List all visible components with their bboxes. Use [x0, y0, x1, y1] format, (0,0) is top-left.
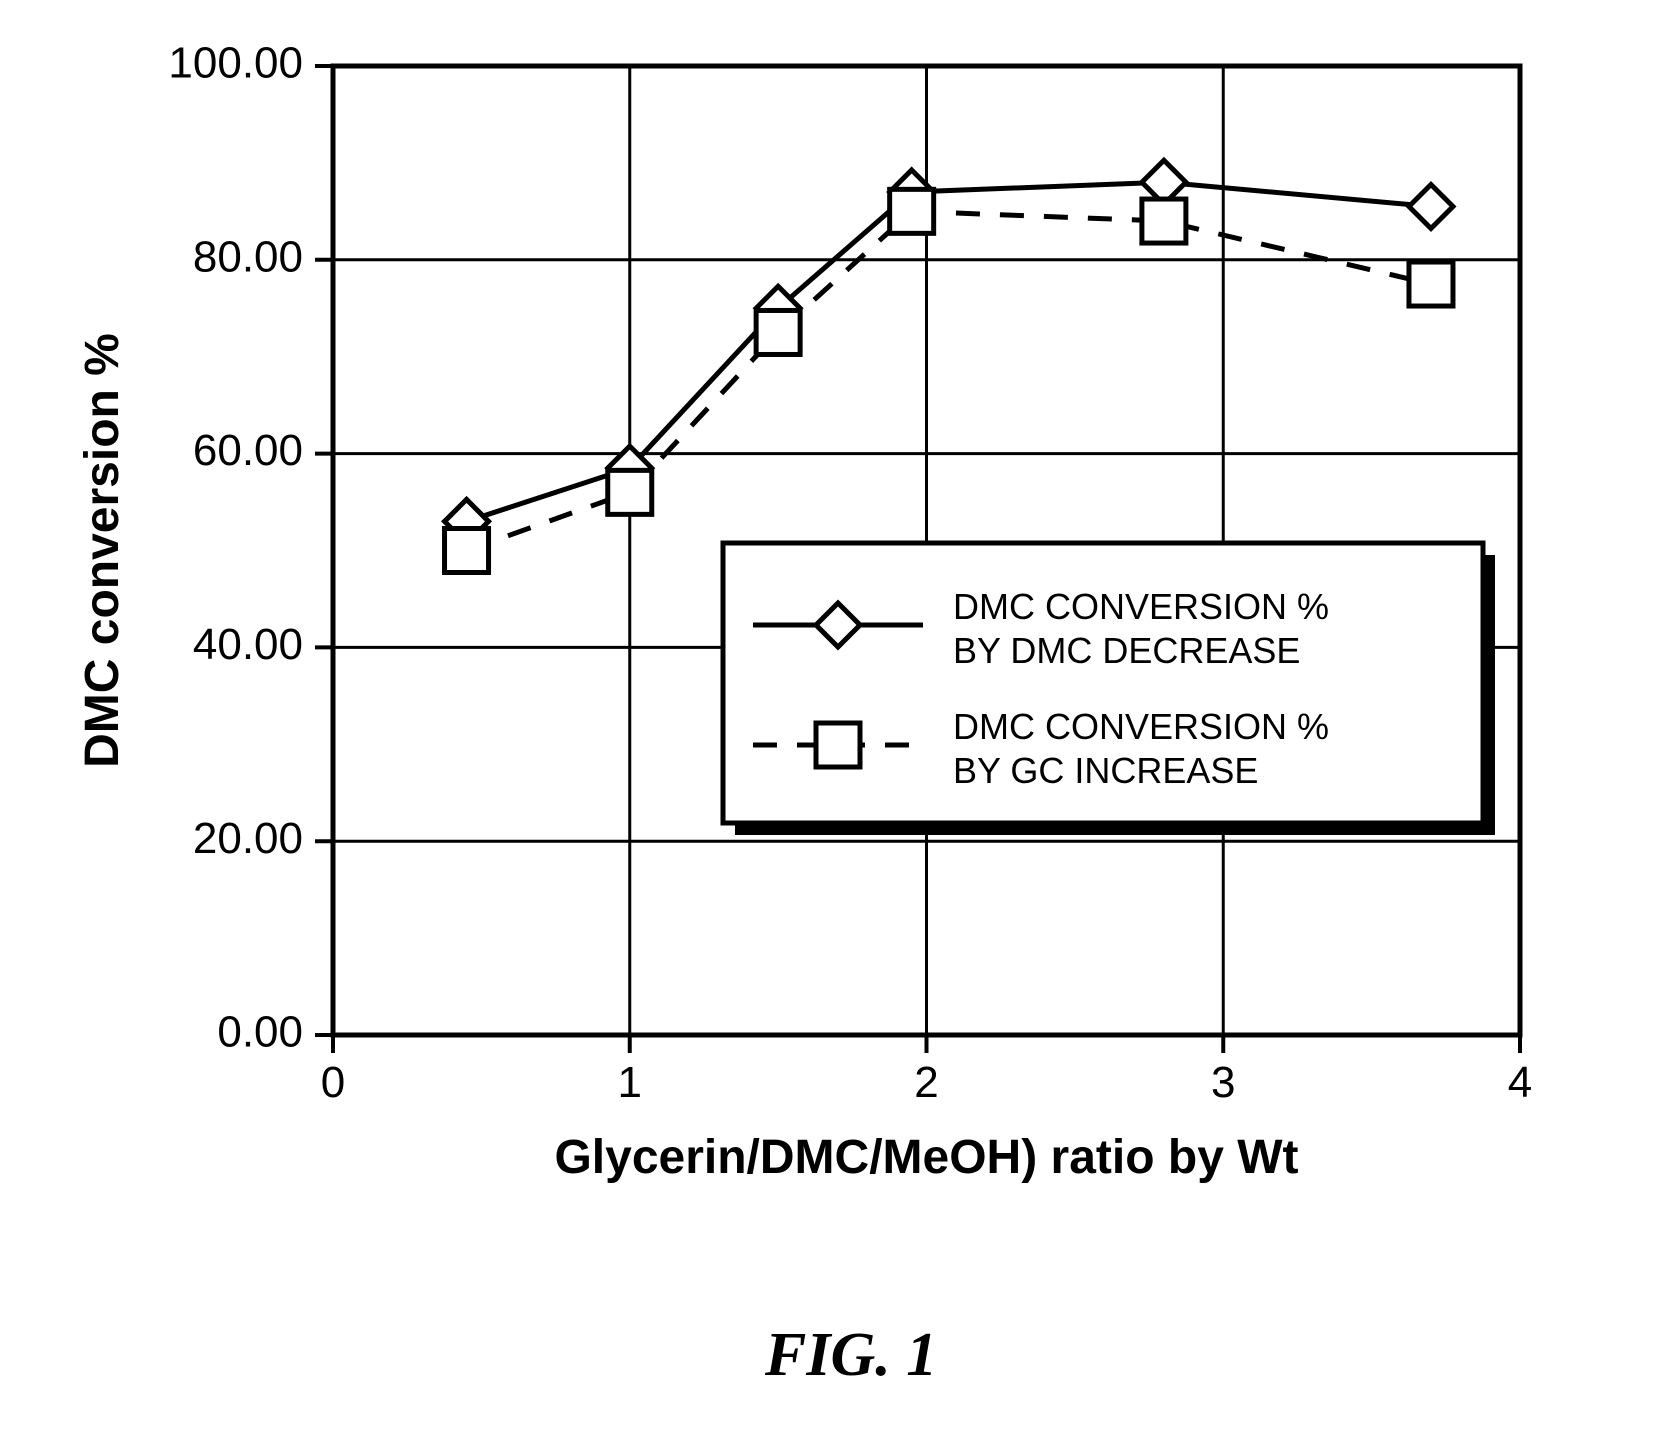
legend-entry-1-line2: BY GC INCREASE — [953, 750, 1258, 791]
dmc-conversion-chart: 012340.0020.0040.0060.0080.00100.00Glyce… — [0, 0, 1664, 1443]
svg-text:2: 2 — [914, 1058, 938, 1107]
legend-entry-0-line1: DMC CONVERSION % — [953, 586, 1329, 627]
svg-text:DMC conversion %: DMC conversion % — [76, 333, 129, 768]
svg-text:20.00: 20.00 — [193, 814, 303, 863]
svg-text:0.00: 0.00 — [217, 1008, 303, 1057]
svg-text:4: 4 — [1508, 1058, 1532, 1107]
svg-text:Glycerin/DMC/MeOH) ratio by Wt: Glycerin/DMC/MeOH) ratio by Wt — [554, 1131, 1298, 1184]
svg-text:80.00: 80.00 — [193, 232, 303, 281]
svg-text:3: 3 — [1211, 1058, 1235, 1107]
svg-text:60.00: 60.00 — [193, 426, 303, 475]
svg-text:1: 1 — [618, 1058, 642, 1107]
svg-text:0: 0 — [321, 1058, 345, 1107]
legend-entry-0-line2: BY DMC DECREASE — [953, 630, 1300, 671]
svg-text:40.00: 40.00 — [193, 620, 303, 669]
svg-text:100.00: 100.00 — [168, 39, 303, 88]
legend-entry-1-line1: DMC CONVERSION % — [953, 706, 1329, 747]
figure-caption: FIG. 1 — [765, 1320, 937, 1391]
